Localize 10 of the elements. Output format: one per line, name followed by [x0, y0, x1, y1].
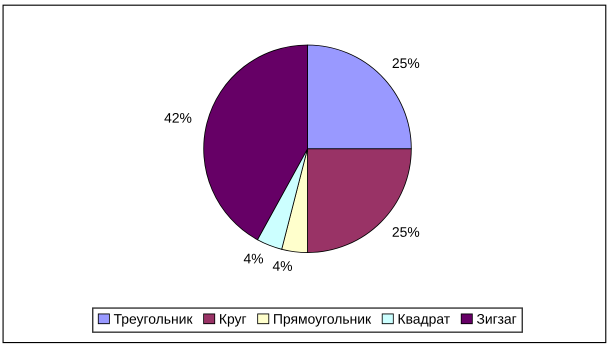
data-label: 25%: [392, 58, 420, 68]
data-label: 42%: [164, 112, 192, 123]
legend-label: Зигзаг: [476, 314, 516, 324]
legend-label: Квадрат: [398, 314, 450, 327]
legend-label: Треугольник: [114, 314, 193, 327]
legend-label: Прямоугольник: [274, 314, 372, 327]
legend-label: Круг: [220, 314, 246, 327]
data-label: 4%: [272, 261, 292, 271]
data-label: 4%: [244, 254, 264, 264]
data-label: 25%: [392, 227, 420, 237]
